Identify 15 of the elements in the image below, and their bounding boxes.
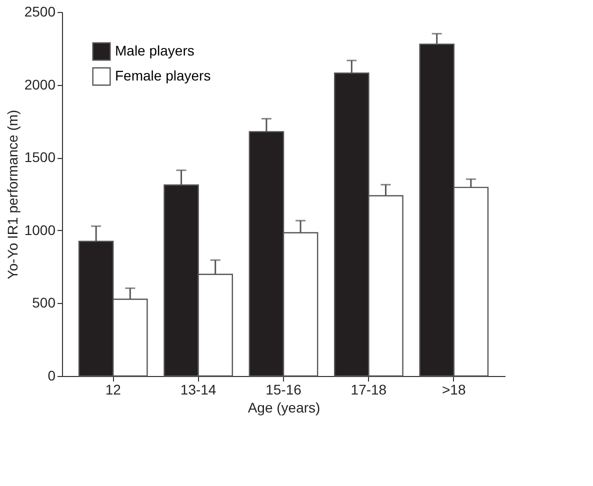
- x-axis-title: Age (years): [248, 400, 320, 416]
- y-tick-label: 500: [32, 294, 56, 311]
- x-tick-label: 13-14: [180, 382, 216, 398]
- y-tick-label: 0: [48, 368, 56, 384]
- x-tick-label: >18: [442, 382, 466, 398]
- y-axis-title: Yo-Yo IR1 performance (m): [4, 110, 20, 280]
- y-tick-label: 2500: [24, 4, 56, 20]
- y-tick-label: 2000: [24, 76, 56, 92]
- y-tick-label: 1000: [24, 222, 56, 238]
- legend-label: Male players: [115, 42, 194, 58]
- x-tick-label: 17-18: [350, 382, 387, 398]
- x-tick-label: 15-16: [266, 382, 302, 398]
- y-tick-label: 1500: [24, 149, 56, 166]
- legend-label: Female players: [115, 68, 211, 84]
- x-tick-label: 12: [105, 382, 122, 398]
